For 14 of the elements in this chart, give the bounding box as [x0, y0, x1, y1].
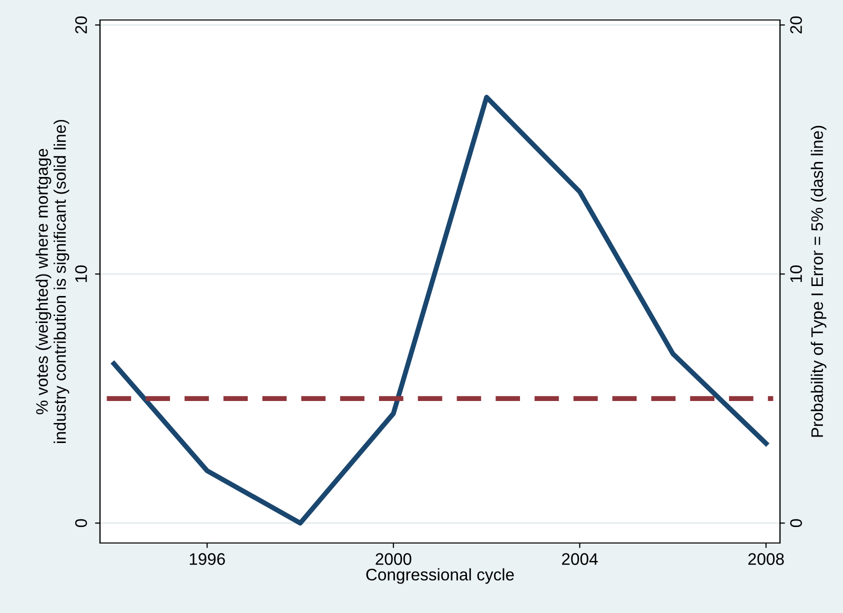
x-tick-label: 2008	[748, 553, 784, 565]
y2-axis-title: Probability of Type I Error = 5% (dash line)	[810, 126, 826, 437]
y-axis-title: % votes (weighted) where mortgage industry contribution is significant (solid line)	[36, 120, 70, 443]
y2-tick-label: 10	[790, 265, 802, 282]
x-tick-label: 2000	[376, 553, 412, 565]
line-series	[112, 94, 768, 526]
x-axis-title: Congressional cycle	[366, 568, 514, 584]
x-tick-label: 1996	[190, 553, 225, 565]
y2-tick-label: 20	[790, 16, 802, 34]
x-tick-label: 2004	[562, 553, 598, 565]
y-tick-label: 0	[75, 519, 87, 528]
y2-tick-label: 0	[790, 519, 802, 528]
y-tick-label: 10	[75, 265, 87, 282]
y-tick-label: 20	[75, 16, 87, 34]
